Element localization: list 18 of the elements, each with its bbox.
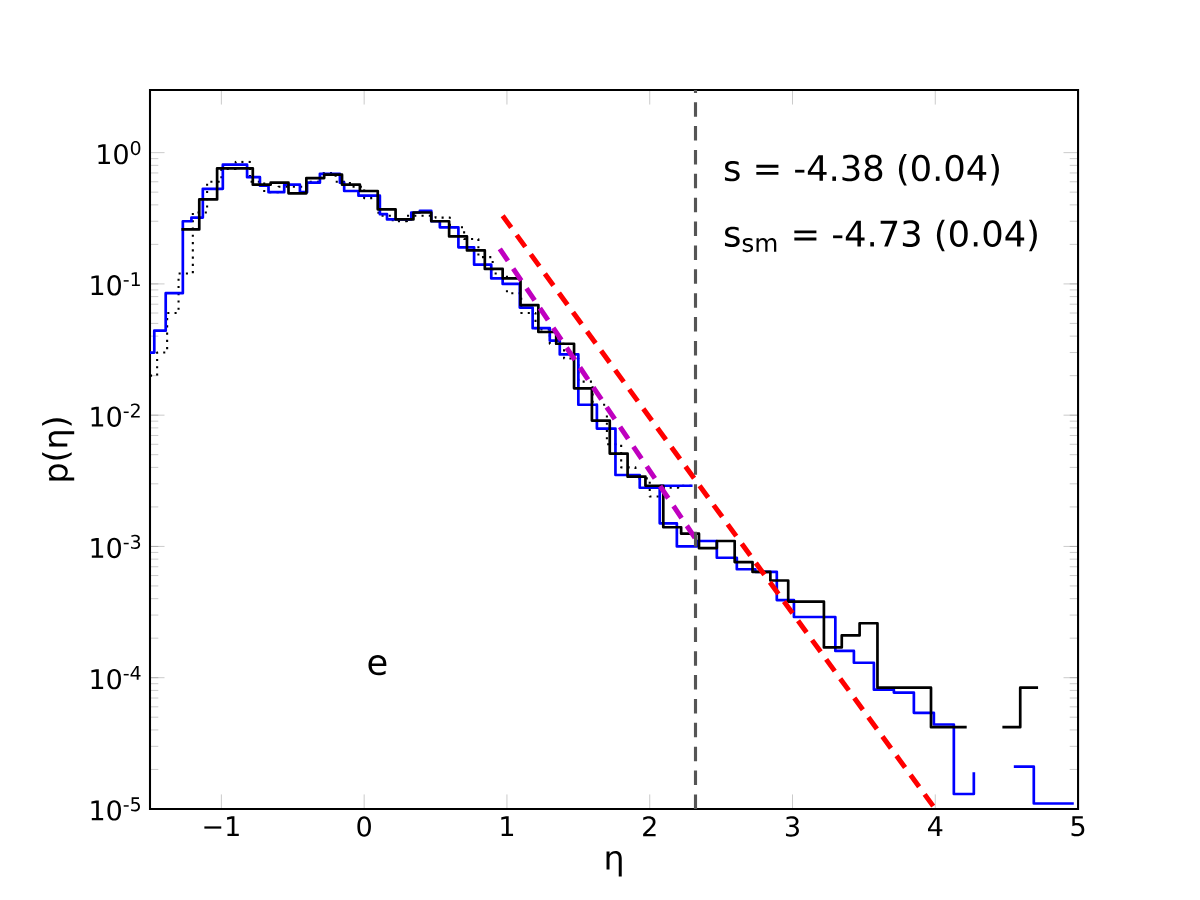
x-tick-label: 2: [643, 816, 656, 837]
y-tick-label: 10$^{-2}$: [91, 403, 140, 427]
x-tick-label: 1: [501, 816, 514, 836]
y-tick-label: 10$^{-1}$: [91, 272, 140, 296]
x-tick-label: 5: [1071, 816, 1085, 837]
y-tick-label: 10$^{-3}$: [91, 534, 141, 559]
x-tick-label: 3: [785, 816, 799, 837]
x-tick-label: −1: [204, 816, 239, 836]
y-tick-label: 10$^{0}$: [98, 140, 141, 165]
y-tick-label: 10$^{-4}$: [91, 666, 141, 690]
annotation: s = -4.38 (0.04): [724, 154, 999, 186]
annotation: s$_{sm}$ = -4.73 (0.04): [724, 219, 1037, 253]
y-axis-title: p(η): [42, 418, 75, 481]
x-tick-label: 0: [357, 816, 371, 837]
x-axis-title: η: [606, 850, 622, 877]
y-tick-label: 10$^{-5}$: [91, 797, 140, 821]
annotation: e: [368, 655, 387, 676]
x-tick-label: 4: [928, 816, 943, 836]
